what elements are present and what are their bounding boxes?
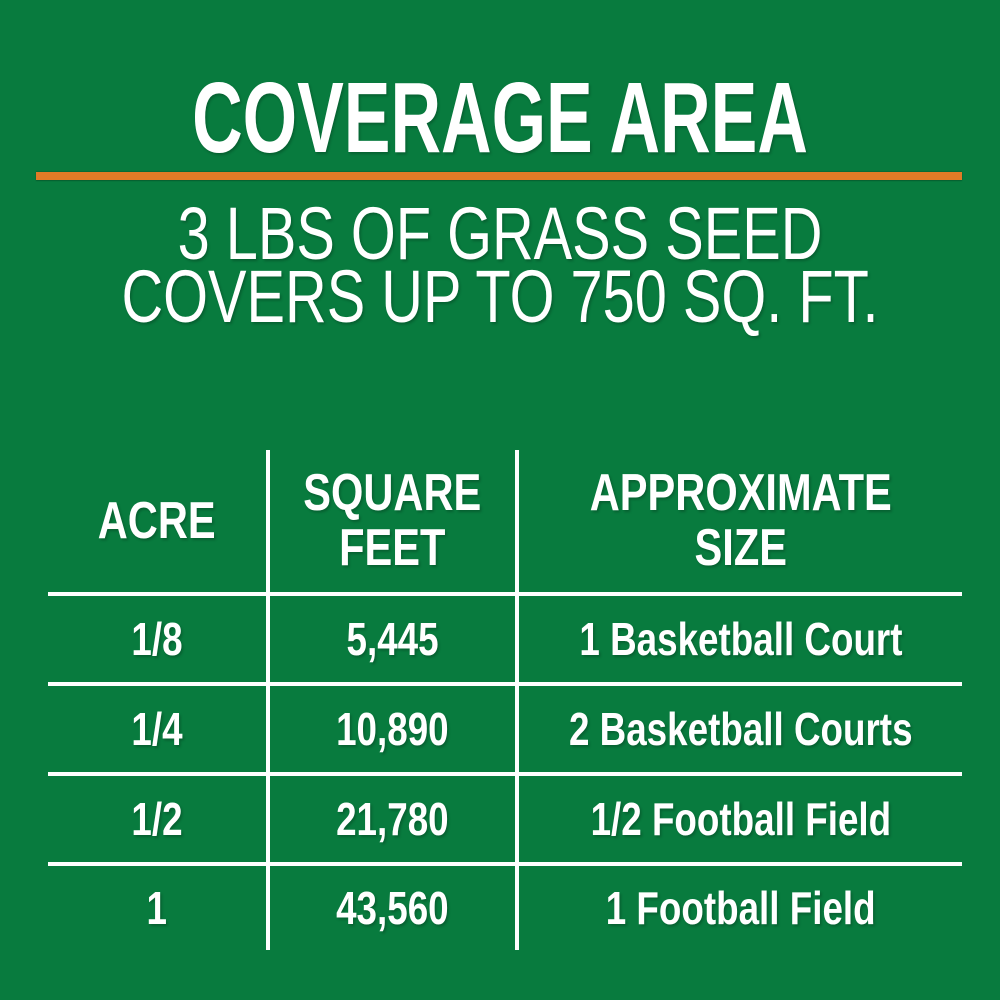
- cell-row3-acre: 1/2: [48, 772, 266, 862]
- cell-row3-approximate-size-value: 1/2 Football Field: [590, 793, 891, 845]
- cell-row2-approximate-size-value: 2 Basketball Courts: [568, 703, 913, 755]
- cell-row4-approximate-size-value: 1 Football Field: [605, 882, 876, 934]
- cell-row2-approximate-size: 2 Basketball Courts: [515, 682, 962, 772]
- cell-row1-acre-value: 1/8: [131, 613, 183, 665]
- cell-row2-square-feet: 10,890: [266, 682, 515, 772]
- column-header-acre: ACRE: [48, 450, 266, 592]
- coverage-table: ACRE SQUARE FEET APPROXIMATE SIZE 1/8 5,…: [48, 450, 962, 950]
- cell-row3-square-feet-value: 21,780: [336, 793, 449, 845]
- cell-row4-approximate-size: 1 Football Field: [515, 862, 962, 950]
- column-header-square-feet: SQUARE FEET: [266, 450, 515, 592]
- subtitle-line-2: COVERS UP TO 750 SQ. FT.: [121, 255, 879, 338]
- subtitle-line-1: 3 LBS OF GRASS SEED: [177, 192, 823, 275]
- cell-row2-acre: 1/4: [48, 682, 266, 772]
- column-header-square-feet-label: SQUARE FEET: [303, 464, 482, 577]
- column-header-approximate-size-label: APPROXIMATE SIZE: [589, 464, 892, 577]
- orange-divider: [36, 172, 962, 180]
- cell-row4-square-feet-value: 43,560: [336, 882, 449, 934]
- cell-row4-acre: 1: [48, 862, 266, 950]
- cell-row3-approximate-size: 1/2 Football Field: [515, 772, 962, 862]
- cell-row4-square-feet: 43,560: [266, 862, 515, 950]
- cell-row1-acre: 1/8: [48, 592, 266, 682]
- cell-row1-square-feet-value: 5,445: [346, 613, 439, 665]
- cell-row1-approximate-size-value: 1 Basketball Court: [578, 613, 903, 665]
- page-title: COVERAGE AREA: [192, 62, 808, 174]
- cell-row2-square-feet-value: 10,890: [336, 703, 449, 755]
- column-header-acre-label: ACRE: [98, 491, 216, 550]
- cell-row2-acre-value: 1/4: [131, 703, 183, 755]
- cell-row3-acre-value: 1/2: [131, 793, 183, 845]
- column-header-approximate-size: APPROXIMATE SIZE: [515, 450, 962, 592]
- cell-row1-approximate-size: 1 Basketball Court: [515, 592, 962, 682]
- subtitle: 3 LBS OF GRASS SEED COVERS UP TO 750 SQ.…: [0, 192, 1000, 338]
- cell-row4-acre-value: 1: [146, 882, 168, 934]
- cell-row1-square-feet: 5,445: [266, 592, 515, 682]
- cell-row3-square-feet: 21,780: [266, 772, 515, 862]
